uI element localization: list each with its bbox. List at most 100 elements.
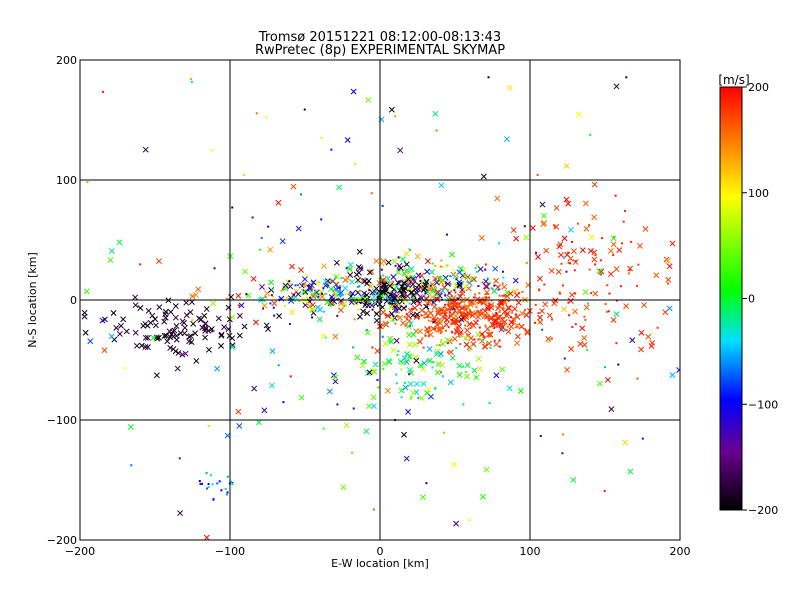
data-point <box>571 326 574 329</box>
colorbar-ticks: 200 100 0 −100 −200 <box>742 81 778 517</box>
data-point <box>347 272 354 278</box>
data-point <box>629 337 636 344</box>
data-point <box>370 394 377 401</box>
data-point <box>534 321 537 324</box>
data-point <box>355 264 362 271</box>
data-point <box>484 325 491 332</box>
data-point <box>156 304 163 311</box>
data-point <box>489 346 492 349</box>
data-point <box>449 275 452 278</box>
data-point <box>172 303 179 310</box>
data-point <box>391 291 397 298</box>
data-point <box>226 475 229 478</box>
data-point <box>444 294 447 297</box>
data-point <box>464 362 471 369</box>
data-point <box>604 376 611 383</box>
data-point <box>493 341 500 348</box>
data-point <box>498 294 501 297</box>
data-point <box>145 307 152 314</box>
data-point <box>606 284 609 287</box>
data-point <box>384 275 391 282</box>
data-point <box>596 380 603 387</box>
data-point <box>426 346 433 352</box>
data-point <box>108 333 115 340</box>
data-point <box>406 367 413 373</box>
data-point <box>431 366 434 369</box>
data-point <box>513 292 520 299</box>
data-point <box>144 344 151 351</box>
data-point <box>216 482 219 485</box>
data-point <box>398 387 405 394</box>
data-point <box>368 302 375 309</box>
data-point <box>360 301 363 304</box>
data-point <box>636 242 643 249</box>
data-point <box>656 326 659 329</box>
data-point <box>460 319 463 322</box>
data-point <box>190 320 197 327</box>
data-point <box>434 369 441 376</box>
data-point <box>384 312 391 319</box>
data-point <box>137 305 144 311</box>
data-point <box>475 331 482 338</box>
data-point <box>326 283 329 286</box>
data-point <box>322 287 325 290</box>
data-point <box>439 320 442 323</box>
data-point <box>445 337 451 344</box>
data-point <box>150 334 157 341</box>
data-point <box>279 238 286 245</box>
data-point <box>406 318 409 321</box>
x-tick-label: 100 <box>520 545 541 558</box>
data-point <box>506 305 513 312</box>
data-point <box>540 212 547 219</box>
data-point <box>361 290 368 297</box>
data-point <box>320 333 327 340</box>
data-point <box>385 295 388 298</box>
data-point <box>502 307 505 310</box>
data-point <box>573 269 576 272</box>
data-point <box>457 297 460 300</box>
data-point <box>425 386 432 393</box>
data-point <box>235 292 242 299</box>
data-point <box>541 328 544 331</box>
data-point <box>205 471 208 474</box>
data-point <box>475 355 482 362</box>
data-point <box>561 235 568 242</box>
data-point <box>447 292 450 295</box>
data-point <box>466 320 469 323</box>
data-point <box>556 243 563 250</box>
data-point <box>641 437 644 440</box>
data-point <box>591 181 598 188</box>
data-point <box>424 268 431 275</box>
data-point <box>617 363 620 366</box>
data-point <box>535 253 542 260</box>
data-point <box>367 283 374 290</box>
data-point <box>453 289 456 292</box>
data-point <box>295 225 302 232</box>
data-point <box>458 316 465 323</box>
data-point <box>156 258 162 265</box>
data-point <box>192 291 199 298</box>
data-point <box>613 83 620 90</box>
data-point <box>164 338 171 345</box>
data-point <box>465 370 468 373</box>
data-point <box>488 402 491 405</box>
data-point <box>607 310 610 313</box>
data-point <box>567 261 570 264</box>
data-point <box>612 254 615 257</box>
data-point <box>380 309 387 316</box>
data-point <box>468 519 471 522</box>
data-point <box>400 359 407 366</box>
data-point <box>439 265 442 268</box>
data-point <box>579 247 586 254</box>
x-tick-label: −200 <box>65 545 95 558</box>
data-point <box>563 196 570 203</box>
data-point <box>514 333 521 340</box>
data-point <box>174 365 181 372</box>
data-point <box>413 380 420 387</box>
data-point <box>581 335 588 341</box>
data-point <box>245 293 248 296</box>
data-point <box>433 279 440 286</box>
data-point <box>424 326 431 332</box>
data-point <box>303 108 306 111</box>
data-point <box>666 263 673 270</box>
